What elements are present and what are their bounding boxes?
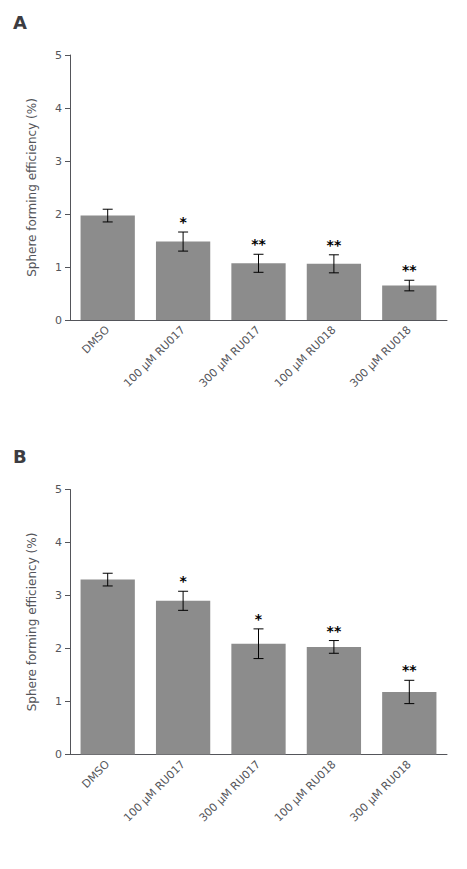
svg-text:B: B xyxy=(13,446,27,467)
svg-text:A: A xyxy=(13,12,27,33)
svg-text:4: 4 xyxy=(55,102,62,115)
svg-text:300 μM RU017: 300 μM RU017 xyxy=(197,758,264,825)
svg-text:300 μM RU018: 300 μM RU018 xyxy=(347,323,414,390)
svg-text:0: 0 xyxy=(55,748,62,761)
svg-text:300 μM RU018: 300 μM RU018 xyxy=(347,758,414,825)
svg-text:Sphere forming efficiency (%): Sphere forming efficiency (%) xyxy=(25,533,39,712)
svg-text:100 μM RU018: 100 μM RU018 xyxy=(272,323,339,390)
svg-text:Sphere forming efficiency (%): Sphere forming efficiency (%) xyxy=(25,98,39,277)
svg-text:100 μM RU017: 100 μM RU017 xyxy=(121,323,188,390)
svg-text:**: ** xyxy=(327,623,342,639)
svg-text:*: * xyxy=(179,573,187,589)
svg-text:5: 5 xyxy=(55,483,62,496)
svg-text:3: 3 xyxy=(55,589,62,602)
svg-text:**: ** xyxy=(402,262,417,278)
svg-text:1: 1 xyxy=(55,695,62,708)
svg-text:2: 2 xyxy=(55,642,62,655)
svg-text:100 μM RU018: 100 μM RU018 xyxy=(272,758,339,825)
svg-text:DMSO: DMSO xyxy=(79,323,112,356)
svg-text:5: 5 xyxy=(55,49,62,62)
svg-text:**: ** xyxy=(251,236,266,252)
svg-text:1: 1 xyxy=(55,261,62,274)
svg-text:4: 4 xyxy=(55,536,62,549)
svg-text:3: 3 xyxy=(55,155,62,168)
svg-text:**: ** xyxy=(402,662,417,678)
svg-text:300 μM RU017: 300 μM RU017 xyxy=(197,323,264,390)
svg-text:DMSO: DMSO xyxy=(79,758,112,791)
svg-text:2: 2 xyxy=(55,208,62,221)
svg-text:*: * xyxy=(179,214,187,230)
svg-text:*: * xyxy=(255,611,263,627)
svg-text:0: 0 xyxy=(55,314,62,327)
svg-text:100 μM RU017: 100 μM RU017 xyxy=(121,758,188,825)
svg-text:**: ** xyxy=(327,237,342,253)
